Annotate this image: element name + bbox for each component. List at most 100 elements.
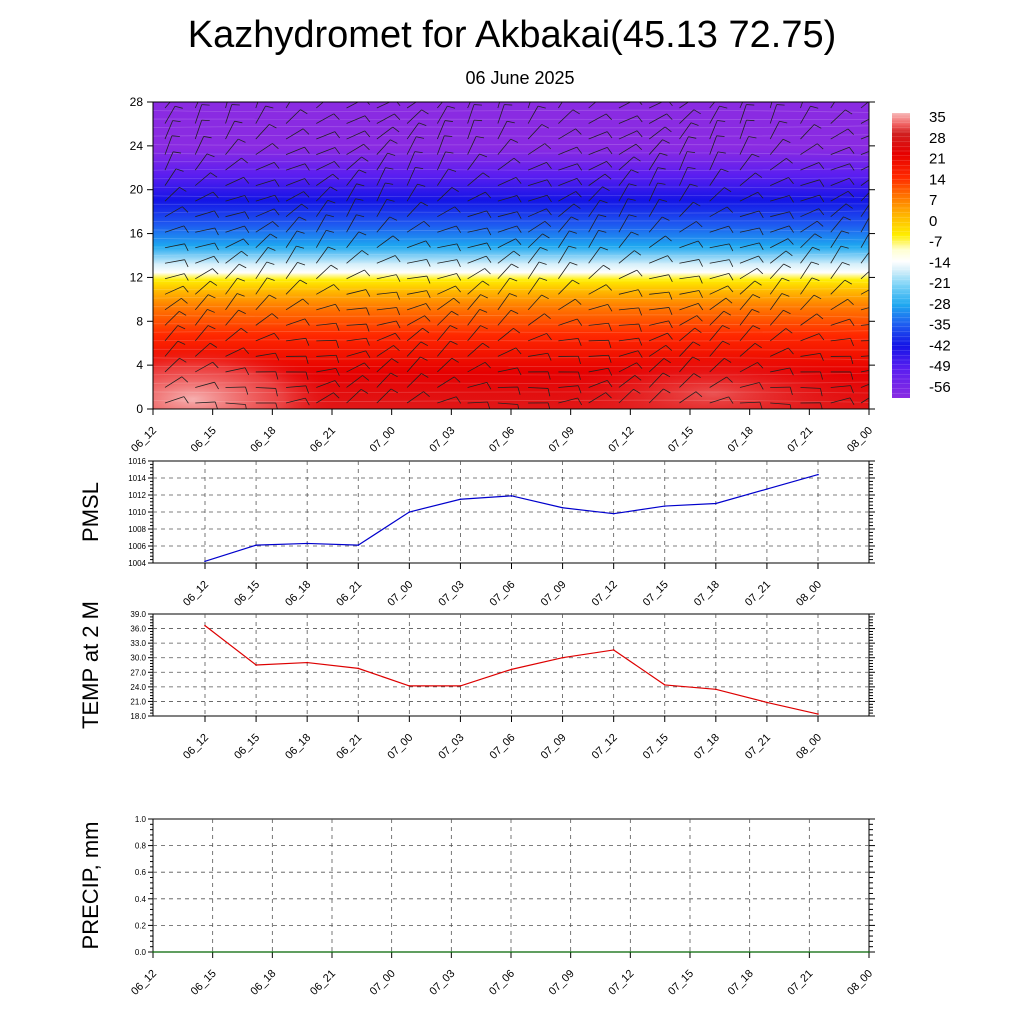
wind-barb bbox=[739, 294, 761, 311]
wind-barb-shaft bbox=[285, 203, 302, 217]
wind-barb-shaft bbox=[467, 210, 487, 218]
wind-barb-flag bbox=[789, 195, 794, 203]
wind-barb-shaft bbox=[649, 307, 670, 311]
wind-barb-shaft bbox=[255, 352, 276, 357]
wind-barb-flag bbox=[698, 290, 703, 298]
wind-barb bbox=[649, 291, 673, 300]
wind-barb bbox=[406, 303, 431, 311]
wind-barb-flag bbox=[516, 225, 522, 233]
wind-barb-shaft bbox=[316, 303, 336, 311]
wind-barb bbox=[225, 102, 228, 109]
wind-barb bbox=[467, 325, 488, 342]
wind-barb-flag bbox=[179, 310, 187, 316]
wind-barb-shaft bbox=[648, 372, 664, 388]
wind-barb-shaft bbox=[285, 146, 305, 155]
wind-barb-shaft bbox=[588, 214, 599, 233]
wind-barb bbox=[528, 179, 552, 187]
wind-barb-shaft bbox=[860, 179, 869, 186]
wind-barb-shaft bbox=[255, 143, 273, 155]
wind-barb bbox=[437, 340, 458, 357]
wind-barb-flag bbox=[425, 240, 431, 248]
wind-barb-shaft bbox=[679, 327, 696, 342]
wind-barb bbox=[679, 122, 699, 140]
wind-barb bbox=[225, 176, 250, 186]
wind-barb bbox=[437, 187, 459, 202]
wind-barb-shaft bbox=[255, 277, 268, 295]
wind-barb bbox=[527, 294, 549, 311]
wind-barb-shaft bbox=[679, 341, 694, 357]
wind-barb bbox=[860, 307, 869, 311]
x-tick-label: 07_18 bbox=[692, 579, 722, 609]
wind-barb-shaft bbox=[860, 307, 869, 311]
wind-barb-flag bbox=[698, 275, 703, 284]
wind-barb-shaft bbox=[800, 194, 820, 202]
wind-barb bbox=[769, 104, 785, 124]
wind-barb-shaft bbox=[376, 291, 397, 295]
wind-barb-flag bbox=[689, 183, 698, 187]
wind-barb bbox=[648, 113, 673, 124]
wind-barb-shaft bbox=[618, 362, 637, 373]
wind-barb-flag bbox=[850, 385, 854, 394]
wind-barb bbox=[436, 135, 453, 155]
wind-barb bbox=[770, 225, 794, 233]
data-point bbox=[748, 951, 751, 953]
wind-barb-flag bbox=[668, 274, 673, 283]
wind-barb bbox=[800, 387, 823, 397]
wind-barb bbox=[285, 337, 310, 346]
wind-barb-shaft bbox=[255, 332, 275, 342]
wind-barb-shaft bbox=[285, 216, 300, 233]
wind-barb-flag bbox=[425, 303, 431, 311]
wind-barb bbox=[558, 163, 583, 171]
wind-barb bbox=[316, 264, 338, 280]
wind-barb-flag bbox=[639, 102, 643, 105]
wind-barb bbox=[346, 169, 367, 186]
colorbar-label: -28 bbox=[929, 296, 951, 313]
wind-barb bbox=[830, 177, 855, 187]
wind-barb-shaft bbox=[618, 307, 639, 311]
wind-barb-flag bbox=[667, 255, 673, 263]
wind-barb bbox=[195, 242, 219, 251]
wind-barb bbox=[285, 261, 306, 280]
wind-barb-shaft bbox=[588, 160, 607, 171]
wind-barb bbox=[679, 356, 701, 373]
wind-barb-flag bbox=[756, 268, 764, 275]
wind-barb-shaft bbox=[558, 385, 579, 388]
wind-barb-flag bbox=[751, 309, 760, 313]
wind-barb-flag bbox=[486, 242, 492, 251]
wind-barb-flag bbox=[204, 90, 212, 91]
wind-barb-flag bbox=[214, 227, 219, 236]
wind-barb-flag bbox=[727, 285, 734, 293]
wind-barb-flag bbox=[174, 105, 183, 109]
wind-barb bbox=[558, 102, 563, 109]
wind-barb-shaft bbox=[679, 259, 700, 264]
wind-barb bbox=[860, 179, 869, 186]
wind-barb-flag bbox=[608, 323, 612, 331]
wind-barb bbox=[376, 388, 399, 404]
wind-barb-flag bbox=[476, 136, 485, 139]
wind-barb-flag bbox=[783, 309, 791, 315]
wind-barb bbox=[376, 291, 400, 300]
wind-barb-flag bbox=[847, 298, 854, 306]
x-tick-label: 07_15 bbox=[641, 579, 671, 609]
wind-barb-shaft bbox=[800, 261, 812, 280]
wind-barb-flag bbox=[515, 177, 522, 184]
wind-barb-shaft bbox=[467, 153, 480, 171]
wind-barb-flag bbox=[787, 238, 794, 245]
wind-barb bbox=[830, 190, 855, 202]
wind-barb-shaft bbox=[346, 269, 365, 280]
wind-barb bbox=[527, 313, 551, 326]
wind-barb-shaft bbox=[376, 199, 388, 217]
wind-barb-shaft bbox=[618, 289, 639, 295]
wind-barb-flag bbox=[598, 229, 607, 233]
x-tick-label: 07_15 bbox=[666, 968, 696, 998]
wind-barb-shaft bbox=[497, 328, 514, 342]
wind-barb bbox=[285, 298, 310, 311]
wind-barb-shaft bbox=[679, 373, 695, 388]
wind-barb-flag bbox=[177, 325, 186, 330]
wind-barb-flag bbox=[482, 172, 490, 178]
wind-barb-shaft bbox=[467, 242, 488, 249]
wind-barb-flag bbox=[546, 179, 552, 187]
wind-barb bbox=[588, 147, 613, 155]
wind-barb bbox=[285, 230, 305, 248]
wind-barb bbox=[467, 242, 492, 251]
